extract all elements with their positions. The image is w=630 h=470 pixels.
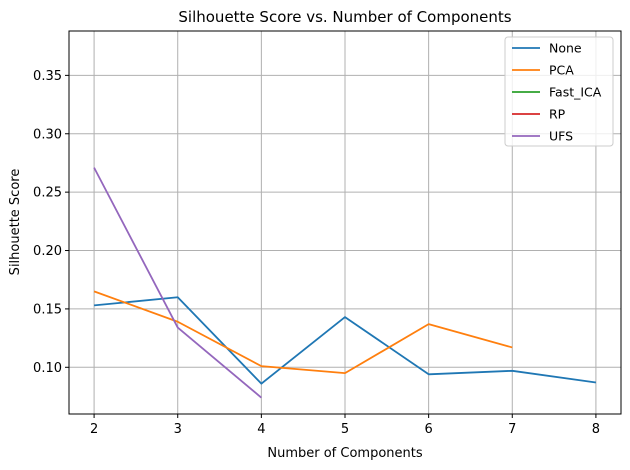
y-tick-label: 0.25 xyxy=(33,186,62,201)
legend: None PCA Fast_ICA RP UFS xyxy=(504,36,614,147)
legend-label-ufs: UFS xyxy=(549,129,573,144)
legend-label-pca: PCA xyxy=(549,63,574,78)
series-line-pca xyxy=(93,290,513,375)
y-ticks: 0.10 0.15 0.20 0.25 0.30 0.35 xyxy=(33,69,69,376)
x-tick-label: 4 xyxy=(257,422,265,437)
x-ticks: 2 3 4 5 6 7 8 xyxy=(90,414,600,437)
legend-label-fast-ica: Fast_ICA xyxy=(549,85,602,100)
legend-box xyxy=(504,36,614,147)
x-tick-label: 2 xyxy=(90,422,98,437)
chart-title: Silhouette Score vs. Number of Component… xyxy=(178,8,511,26)
data-lines xyxy=(93,167,597,399)
legend-label-none: None xyxy=(549,41,582,56)
x-tick-label: 6 xyxy=(424,422,432,437)
series-line-none xyxy=(94,296,597,385)
y-axis-label: Silhouette Score xyxy=(8,169,23,276)
y-tick-label: 0.20 xyxy=(33,244,62,259)
x-axis-label: Number of Components xyxy=(267,446,422,461)
y-tick-label: 0.35 xyxy=(33,69,62,84)
x-tick-label: 7 xyxy=(508,422,516,437)
x-tick-label: 5 xyxy=(341,422,349,437)
x-tick-label: 8 xyxy=(592,422,600,437)
y-tick-label: 0.30 xyxy=(33,127,62,142)
x-tick-label: 3 xyxy=(174,422,182,437)
legend-label-rp: RP xyxy=(549,107,566,122)
y-tick-label: 0.15 xyxy=(33,302,62,317)
series-line-ufs xyxy=(93,167,262,399)
y-tick-label: 0.10 xyxy=(33,361,62,376)
